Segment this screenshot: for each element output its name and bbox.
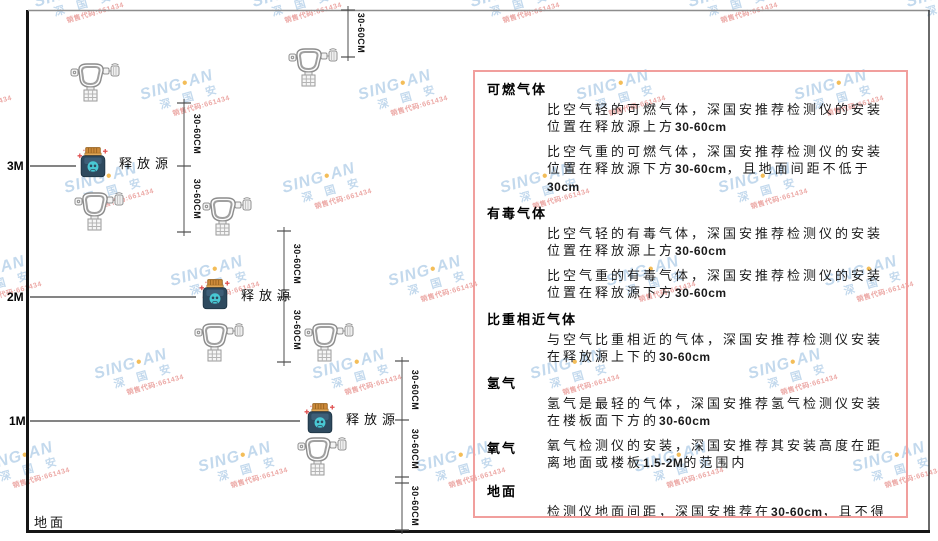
ground-label: 地面 (34, 515, 66, 530)
release-source-icon (198, 278, 231, 310)
dimension-line: 30-60CM 30-60CM (277, 227, 302, 366)
gas-detector-icon (304, 322, 354, 362)
section-paragraph: 比空气轻的可燃气体，深国安推荐检测仪的安装位置在释放源上方30-60cm (547, 102, 884, 134)
dimension-line: 30-60CM 30-60CM 30-60CM (395, 357, 420, 534)
panel-section: 比重相近气体与空气比重相近的气体，深国安推荐检测仪安装在释放源上下的30-60c… (487, 309, 898, 366)
gas-detector-icon (297, 436, 347, 476)
release-source-icon (76, 146, 109, 178)
dimension-label: 30-60CM (410, 370, 420, 411)
gas-detector-icon (74, 191, 124, 231)
dimension-label: 30-60CM (292, 310, 302, 351)
section-paragraph: 比空气轻的有毒气体，深国安推荐检测仪的安装位置在释放源上方30-60cm (547, 226, 884, 258)
release-source-icon (303, 402, 336, 434)
section-paragraph: 氧气检测仪的安装，深国安推荐其安装高度在距离地面或楼板1.5-2M的范围内 (547, 438, 884, 470)
info-panel: 可燃气体比空气轻的可燃气体，深国安推荐检测仪的安装位置在释放源上方30-60cm… (473, 70, 908, 518)
section-paragraph: 比空气重的可燃气体，深国安推荐检测仪的安装位置在释放源下方30-60cm，且地面… (547, 144, 884, 194)
panel-section: 有毒气体比空气轻的有毒气体，深国安推荐检测仪的安装位置在释放源上方30-60cm… (487, 203, 898, 302)
dimension-line: 30-60CM 30-60CM (177, 99, 202, 236)
section-heading: 地面 (487, 484, 518, 499)
ground-line (26, 530, 930, 533)
wall-left-line (26, 10, 29, 533)
gas-detector-icon (70, 62, 120, 102)
dimension-label: 30-60CM (292, 244, 302, 285)
section-heading: 氢气 (487, 376, 518, 391)
dimension-line: 30-60CM (341, 6, 366, 61)
section-paragraph: 氢气是最轻的气体，深国安推荐氢气检测仪安装在楼板面下方的30-60cm (547, 396, 884, 428)
dimension-label: 30-60CM (356, 13, 366, 54)
release-source-label: 释放源 (346, 412, 400, 427)
panel-section: 可燃气体比空气轻的可燃气体，深国安推荐检测仪的安装位置在释放源上方30-60cm… (487, 79, 898, 196)
dimension-label: 30-60CM (192, 179, 202, 220)
release-source-label: 释放源 (241, 288, 295, 303)
release-source-label: 释放源 (119, 156, 173, 171)
section-heading: 氧气 (487, 441, 518, 456)
height-axis-label: 1M (9, 414, 26, 428)
gas-detector-icon (288, 47, 338, 87)
panel-section: 氧气 氧气检测仪的安装，深国安推荐其安装高度在距离地面或楼板1.5-2M的范围内 (487, 437, 898, 479)
section-paragraph: 检测仪地面间距，深国安推荐在30-60cm，且不得小于30cm，因为过低容易水溅… (547, 504, 887, 518)
dimension-label: 30-60CM (192, 114, 202, 155)
height-axis-label: 3M (7, 159, 24, 173)
height-axis-label: 2M (7, 290, 24, 304)
section-paragraph: 与空气比重相近的气体，深国安推荐检测仪安装在释放源上下的30-60cm (547, 332, 884, 364)
gas-detector-icon (194, 322, 244, 362)
section-heading: 可燃气体 (487, 82, 548, 97)
dimension-label: 30-60CM (410, 486, 420, 527)
dimension-label: 30-60CM (410, 429, 420, 470)
section-heading: 比重相近气体 (487, 312, 578, 327)
panel-section: 氢气氢气是最轻的气体，深国安推荐氢气检测仪安装在楼板面下方的30-60cm (487, 373, 898, 430)
gas-detector-icon (202, 196, 252, 236)
panel-section: 地面检测仪地面间距，深国安推荐在30-60cm，且不得小于30cm，因为过低容易… (487, 481, 898, 518)
section-paragraph: 比空气重的有毒气体，深国安推荐检测仪的安装位置在释放源下方30-60cm (547, 268, 884, 300)
section-heading: 有毒气体 (487, 206, 548, 221)
